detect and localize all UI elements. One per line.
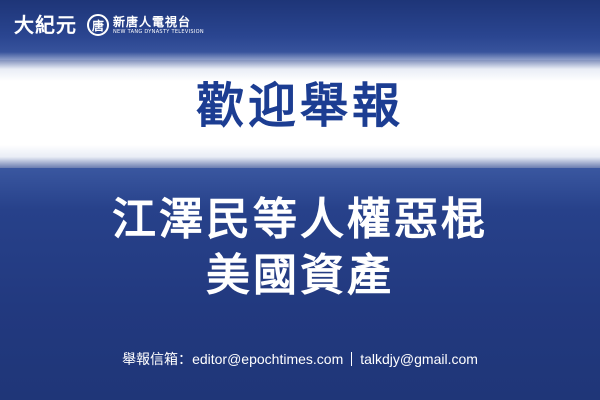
white-band [0, 52, 600, 174]
logo-bar: 大紀元 唐 新唐人電視台 NEW TANG DYNASTY TELEVISION [14, 10, 204, 40]
ntd-emblem-icon: 唐 [87, 14, 109, 36]
contact-line: 舉報信箱：editor@epochtimes.com talkdjy@gmail.… [0, 348, 600, 370]
contact-separator [351, 352, 353, 366]
ntd-wordmark: 新唐人電視台 NEW TANG DYNASTY TELEVISION [113, 15, 204, 36]
title-line-1: 江澤民等人權惡棍 [112, 194, 488, 245]
headline: 歡迎舉報 [195, 78, 404, 134]
title-line-2: 美國資產 [206, 250, 394, 301]
epoch-times-logo: 大紀元 [14, 13, 77, 37]
ntd-logo: 唐 新唐人電視台 NEW TANG DYNASTY TELEVISION [87, 14, 204, 36]
contact-email-1[interactable]: editor@epochtimes.com [192, 351, 344, 367]
bottom-band [0, 168, 600, 400]
ntd-english-name: NEW TANG DYNASTY TELEVISION [113, 28, 204, 35]
contact-email-2[interactable]: talkdjy@gmail.com [360, 351, 478, 367]
contact-label: 舉報信箱： [122, 351, 193, 367]
ntd-chinese-name: 新唐人電視台 [113, 14, 192, 29]
title-block: 江澤民等人權惡棍 美國資產 [0, 192, 600, 304]
